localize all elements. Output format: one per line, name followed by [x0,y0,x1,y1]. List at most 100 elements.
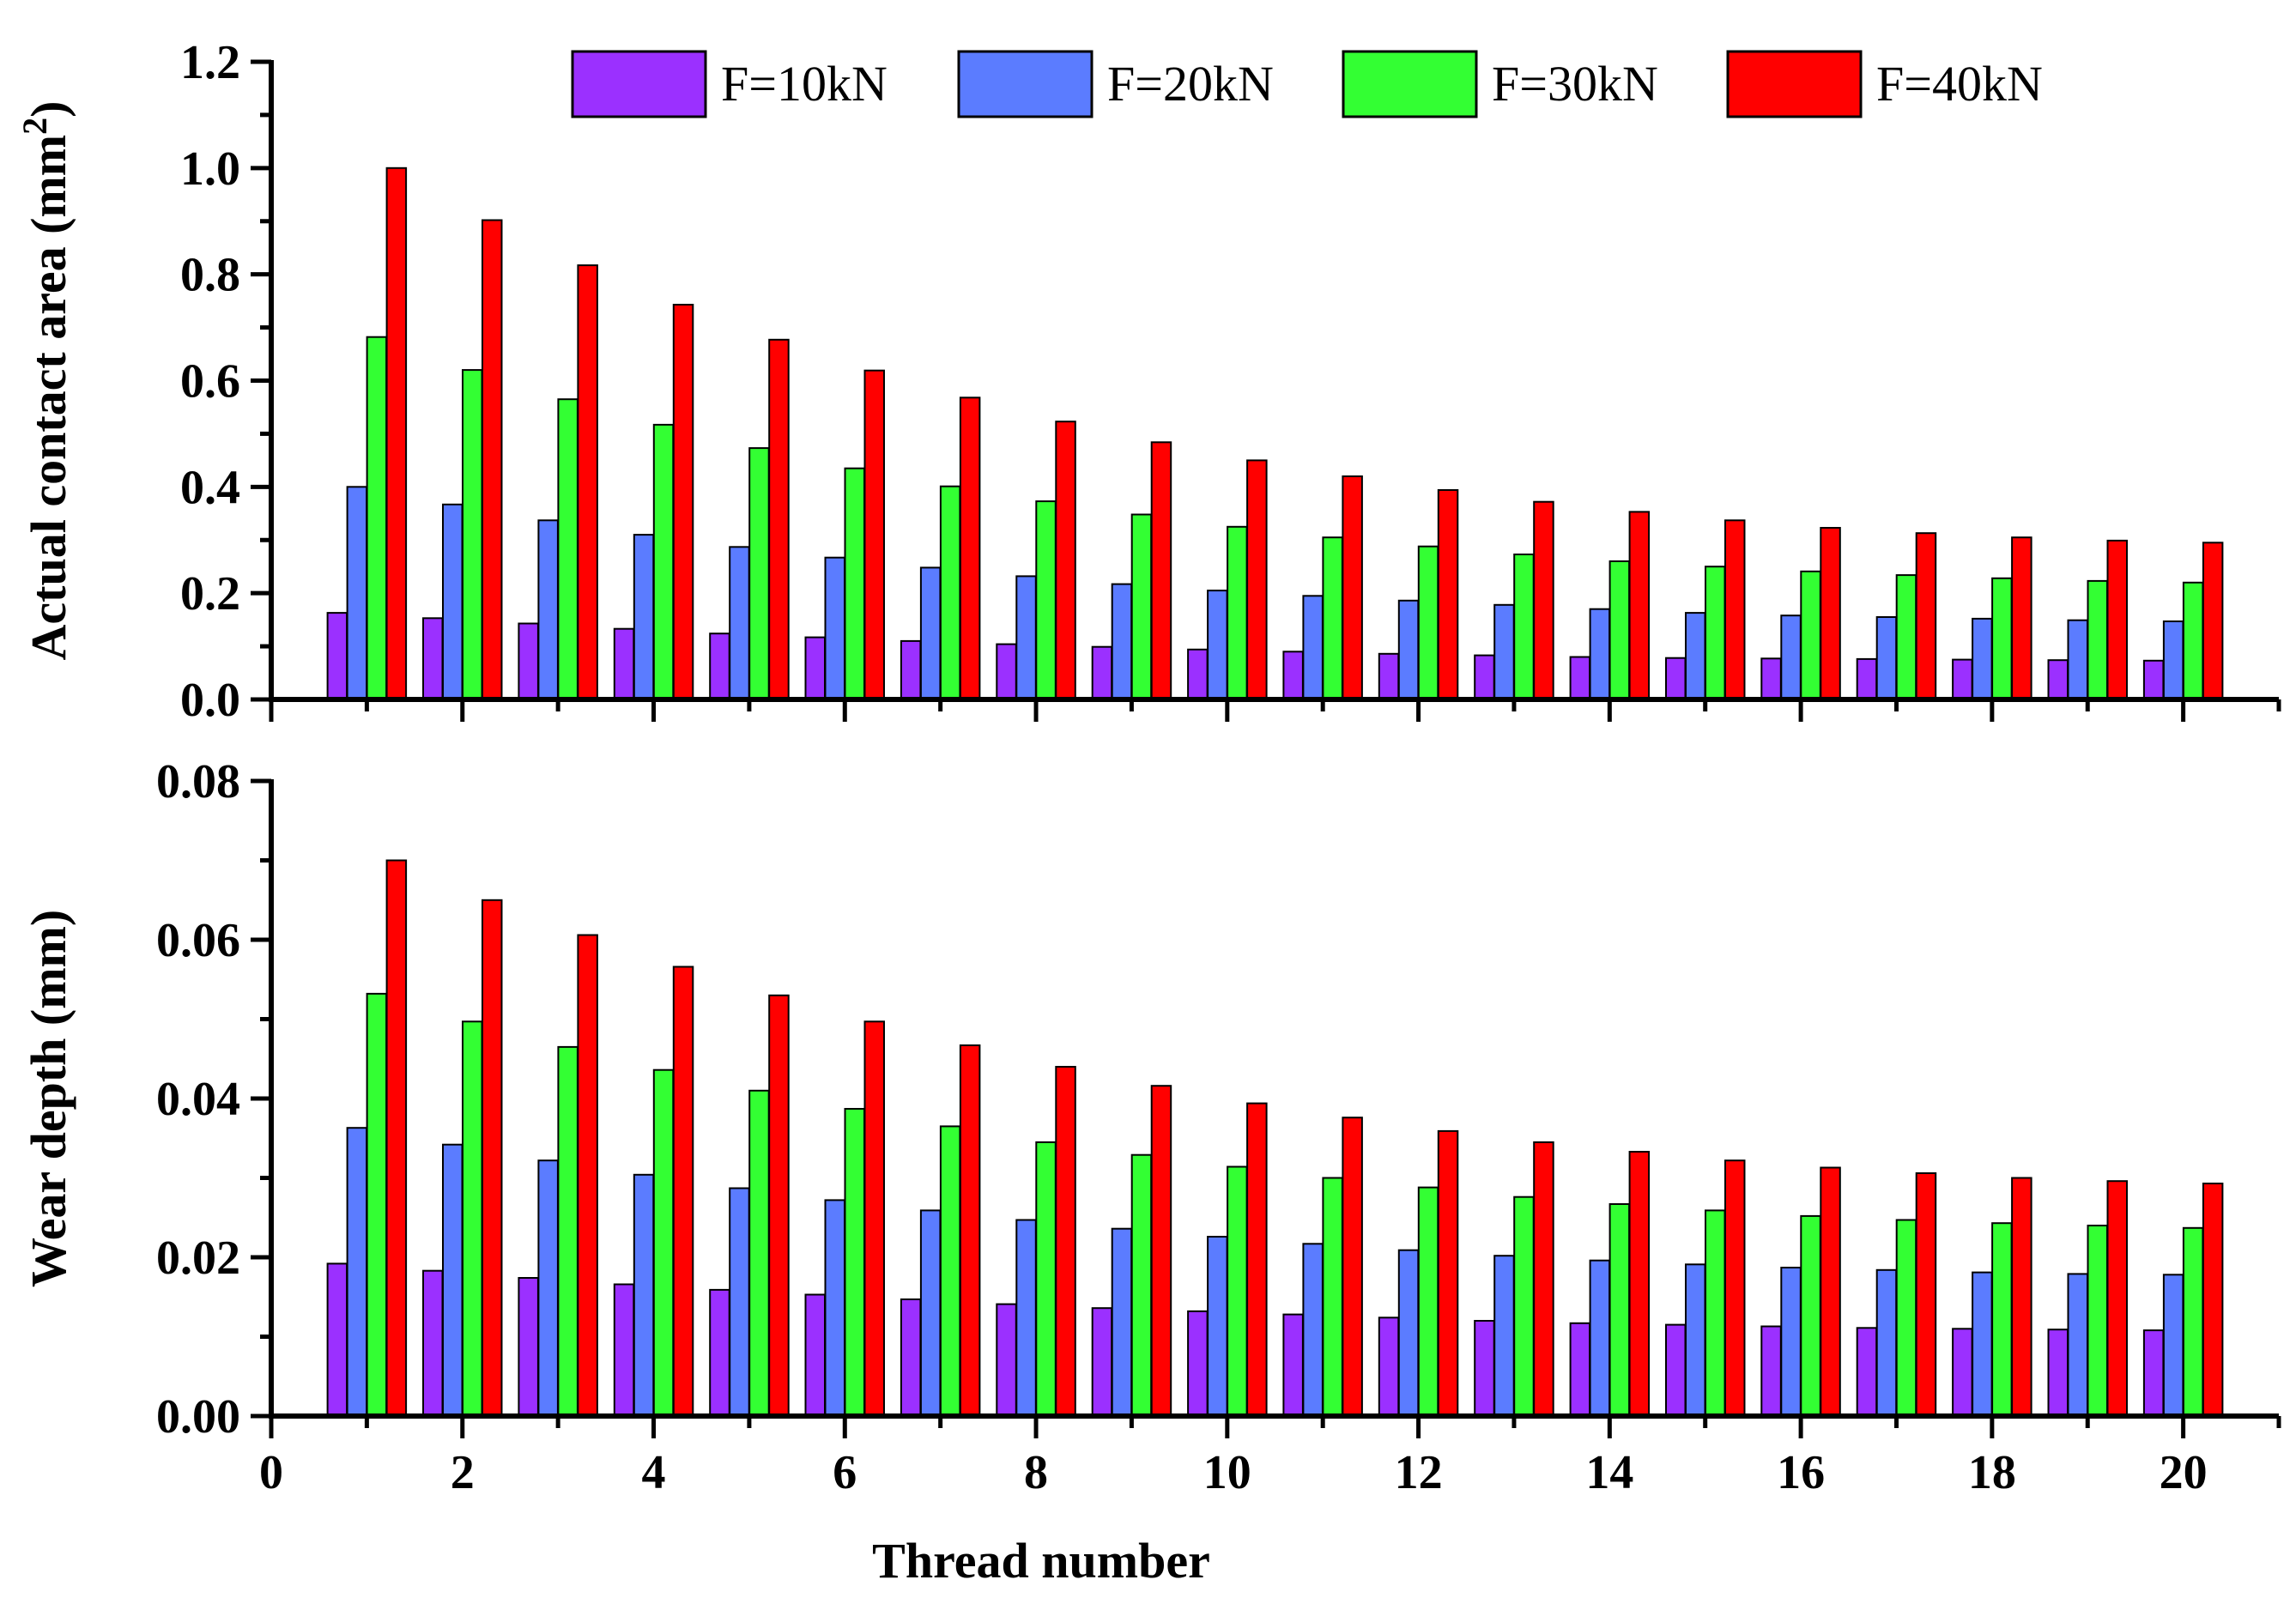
x-tick-label: 2 [451,1446,475,1499]
bar-wear-f40kn-thread-12 [1437,1129,1459,1418]
bar-wear-f20kn-thread-19 [2067,1273,2088,1418]
bar-wear-f40kn-thread-3 [577,934,598,1417]
x-tick-label: 18 [1968,1446,2016,1499]
x-tick-label: 12 [1395,1446,1443,1499]
bar-contact-f40kn-thread-17 [1915,532,1937,701]
bar-wear-f10kn-thread-3 [518,1277,539,1417]
bar-contact-f20kn-thread-8 [1015,575,1037,701]
x-tick-label: 20 [2160,1446,2208,1499]
bar-wear-f30kn-thread-8 [1035,1141,1057,1418]
bar-contact-f20kn-thread-9 [1111,583,1133,700]
x-tick-label: 14 [1585,1446,1633,1499]
bar-wear-f20kn-thread-10 [1207,1236,1228,1417]
bar-wear-f30kn-thread-14 [1608,1203,1631,1417]
bar-contact-f30kn-thread-4 [652,423,675,700]
bar-contact-f30kn-thread-10 [1227,525,1248,700]
bar-contact-f20kn-thread-13 [1493,603,1515,700]
x-tick-label: 8 [1024,1446,1048,1499]
legend-swatch-f20kn [957,50,1093,118]
y-axis-title-tail: ) [21,101,76,118]
bar-contact-f30kn-thread-19 [2087,579,2108,701]
bar-wear-f20kn-thread-17 [1875,1268,1898,1418]
bar-wear-f30kn-thread-11 [1322,1177,1343,1417]
legend-swatch-f30kn [1342,50,1478,118]
bar-wear-f10kn-thread-5 [709,1288,730,1418]
bar-wear-f10kn-thread-19 [2047,1329,2069,1417]
bar-wear-f10kn-thread-1 [326,1262,348,1418]
y-tick-label: 0.06 [156,914,240,967]
bar-wear-f40kn-thread-5 [768,994,790,1418]
legend-label-f40kn: F=40kN [1876,56,2043,112]
y-axis-title: Wear depth (mm) [21,910,76,1287]
bar-contact-f30kn-thread-1 [366,336,388,700]
bar-wear-f20kn-thread-2 [442,1143,463,1417]
bar-contact-f30kn-thread-17 [1895,574,1917,700]
bar-wear-f30kn-thread-3 [557,1045,579,1418]
bar-contact-f40kn-thread-10 [1246,459,1268,701]
bar-wear-f10kn-thread-9 [1091,1307,1113,1417]
bar-contact-f10kn-thread-4 [613,627,635,701]
bar-wear-f40kn-thread-6 [863,1020,885,1418]
bar-contact-f30kn-thread-16 [1800,570,1821,700]
bar-wear-f20kn-thread-15 [1685,1263,1706,1418]
bar-wear-f10kn-thread-7 [900,1298,922,1417]
bar-wear-f30kn-thread-15 [1705,1209,1726,1418]
bar-contact-f10kn-thread-3 [518,622,539,700]
bar-wear-f40kn-thread-11 [1342,1117,1363,1417]
x-tick-label: 4 [642,1446,666,1499]
y-tick-label: 0.4 [180,461,240,514]
bar-wear-f20kn-thread-12 [1397,1249,1420,1417]
bar-contact-f40kn-thread-18 [2011,536,2032,701]
bar-wear-f20kn-thread-4 [633,1173,655,1418]
bar-contact-f20kn-thread-7 [919,566,942,701]
bar-contact-f20kn-thread-19 [2067,619,2088,701]
bar-contact-f40kn-thread-14 [1628,511,1651,701]
bar-contact-f10kn-thread-7 [900,639,922,701]
bar-contact-f40kn-thread-3 [577,264,598,700]
bar-contact-f30kn-thread-18 [1991,577,2013,700]
y-tick-label: 0.6 [180,355,240,409]
bar-contact-f20kn-thread-17 [1875,616,1898,700]
bar-contact-f10kn-thread-5 [709,633,730,701]
bar-wear-f40kn-thread-10 [1246,1102,1268,1417]
bar-wear-f10kn-thread-18 [1952,1328,1973,1418]
bar-wear-f30kn-thread-4 [652,1068,675,1417]
bar-contact-f30kn-thread-3 [557,398,579,700]
bar-contact-f10kn-thread-18 [1952,658,1973,700]
bar-wear-f20kn-thread-7 [919,1209,942,1418]
bar-contact-f10kn-thread-6 [804,636,826,700]
bar-contact-f40kn-thread-7 [959,396,981,700]
bar-contact-f40kn-thread-9 [1150,441,1172,700]
bar-wear-f10kn-thread-4 [613,1283,635,1417]
bar-contact-f40kn-thread-13 [1533,500,1554,701]
bar-wear-f30kn-thread-1 [366,992,388,1418]
bar-wear-f10kn-thread-13 [1474,1320,1495,1417]
legend-swatch-f40kn [1726,50,1863,118]
bar-contact-f20kn-thread-15 [1685,612,1706,700]
bar-wear-f20kn-thread-14 [1589,1259,1611,1417]
bar-contact-f10kn-thread-12 [1378,652,1400,700]
bar-contact-f20kn-thread-12 [1397,599,1420,700]
bar-wear-f10kn-thread-6 [804,1293,826,1417]
bar-wear-f10kn-thread-20 [2142,1329,2165,1417]
contact-area-panel: 0.0 0.2 0.4 0.6 0.8 1.0 1.2 Actual contact area… [15,36,2281,727]
bar-wear-f10kn-thread-16 [1760,1325,1782,1417]
bar-wear-f40kn-thread-18 [2011,1177,2032,1417]
bar-wear-f30kn-thread-7 [939,1125,961,1418]
bar-contact-f10kn-thread-2 [422,617,444,700]
bar-contact-f40kn-thread-8 [1055,421,1076,700]
y-tick-label: 0.02 [156,1232,240,1285]
bar-contact-f20kn-thread-2 [442,503,463,700]
legend-label-f20kn: F=20kN [1107,56,1274,112]
bar-contact-f40kn-thread-15 [1724,519,1746,700]
bar-wear-f40kn-thread-4 [672,965,694,1417]
bar-contact-f10kn-thread-14 [1569,656,1591,700]
y-tick-label: 1.2 [180,36,240,89]
bar-wear-f10kn-thread-10 [1187,1310,1209,1418]
bar-wear-f30kn-thread-5 [748,1089,770,1418]
x-tick-label: 6 [833,1446,857,1499]
bar-wear-f30kn-thread-18 [1991,1222,2013,1417]
y-tick-label: 0.2 [180,567,240,620]
bar-contact-f30kn-thread-15 [1705,566,1726,701]
